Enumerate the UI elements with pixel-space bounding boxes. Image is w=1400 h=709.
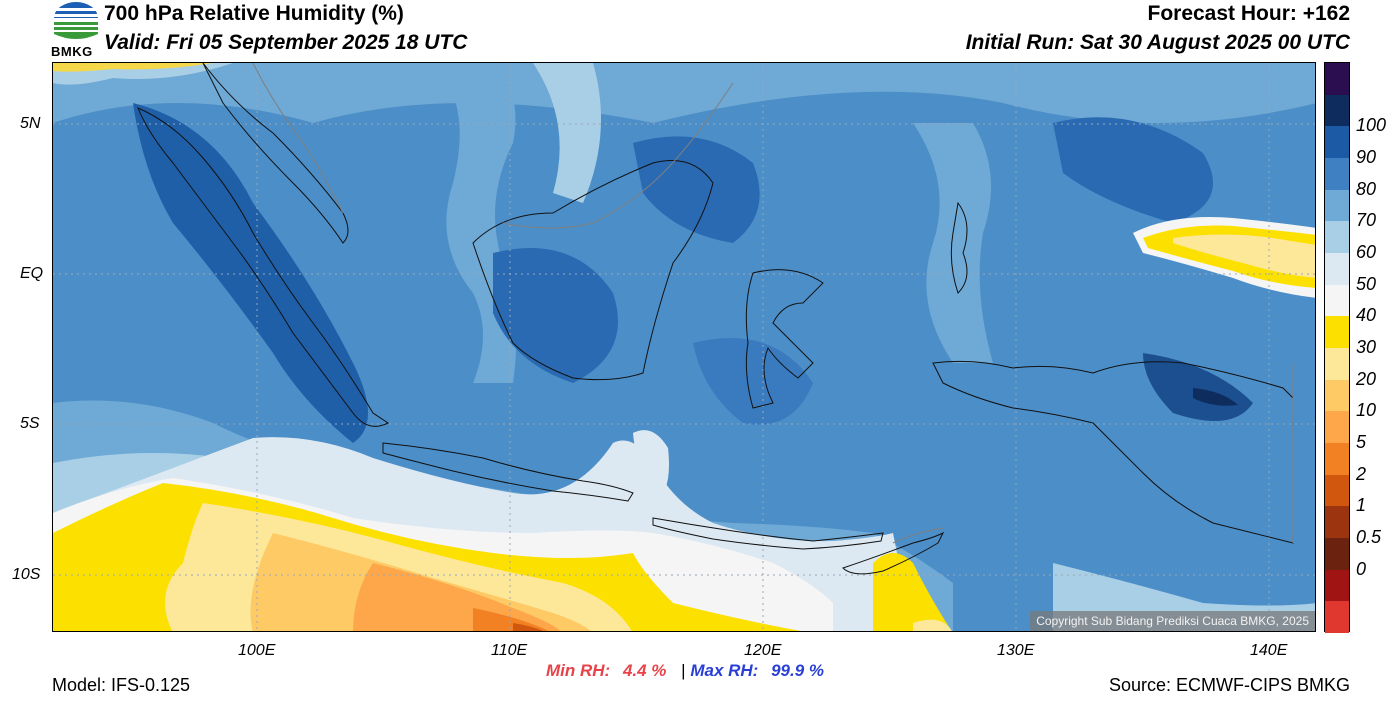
lat-label-10s: 10S [12,566,41,583]
lon-label-140e: 140E [1250,642,1288,659]
colorbar-segment [1325,601,1349,634]
min-max-line: Min RH: 4.4 % | Max RH: 99.9 % [546,661,824,681]
graticule [53,63,1315,631]
lat-label-eq: EQ [20,265,44,282]
lon-label-100e: 100E [238,642,276,659]
max-rh-value: 99.9 % [771,661,825,680]
colorbar-segment [1325,284,1349,317]
field-light-band-2 [533,63,601,203]
coastlines [137,63,1294,575]
colorbar-tick-label: 10 [1356,400,1377,421]
colorbar-segment [1325,379,1349,412]
humidity-field [53,63,1315,631]
colorbar-segment [1325,316,1349,349]
colorbar-tick-label: 30 [1356,337,1377,357]
malay-peninsula-coast [202,63,349,244]
lon-label-130e: 130E [997,642,1035,659]
min-rh-value: 4.4 % [622,661,667,680]
colorbar-segment [1325,221,1349,254]
sulawesi-coast [745,269,824,409]
field-brown-south [513,623,544,631]
lat-label-5n: 5N [20,115,41,132]
lon-label-110e: 110E [491,642,528,659]
border-malaysia-thailand [252,63,344,214]
colorbar-tick-label: 2 [1356,463,1367,484]
forecast-hour: Forecast Hour: +162 [1147,2,1351,25]
colorbar-tick-label: 5 [1356,432,1367,452]
colorbar-tick-label: 70 [1356,210,1377,231]
lat-label-5s: 5S [20,415,40,432]
java-coast [382,442,634,502]
field-yellow-timor [873,553,952,631]
lon-label-120e: 120E [744,642,782,659]
copyright-notice: Copyright Sub Bidang Prediksi Cuaca BMKG… [1030,611,1315,631]
field-dark-pacific [1053,117,1213,223]
halmahera-coast [950,201,968,294]
papua-coast [932,360,1294,544]
logo-text: BMKG [51,44,93,59]
source-label: Source: ECMWF-CIPS BMKG [1108,675,1350,695]
colorbar-tick-label: 0.5 [1356,527,1382,547]
field-dark-borneo-north [633,136,760,243]
min-rh-label: Min RH: [546,661,611,680]
colorbar-tick-label: 0 [1356,558,1367,579]
colorbar-tick-label: 50 [1356,273,1377,294]
bmkg-logo: BMKG [50,0,102,62]
sumatra-coast [137,107,389,427]
field-light-north [53,63,1315,123]
field-darkorange-south [473,608,549,631]
colorbar-segment [1325,158,1349,191]
field-nw-dry [53,63,213,72]
humidity-map: Copyright Sub Bidang Prediksi Cuaca BMKG… [52,62,1316,632]
min-max-separator: | [681,661,686,680]
colorbar-tick-label: 100 [1356,115,1387,136]
colorbar-segment [1325,348,1349,381]
colorbar-segment [1325,94,1349,127]
valid-time: Valid: Fri 05 September 2025 18 UTC [104,31,468,54]
colorbar-segment [1325,538,1349,571]
field-mid-sulawesi [693,338,813,425]
colorbar [1324,62,1350,634]
field-deep-orange-south [353,563,561,631]
borders [252,63,1294,544]
colorbar-tick-label: 40 [1356,305,1377,326]
colorbar-segment [1325,443,1349,476]
colorbar-segment [1325,506,1349,539]
border-timor [892,527,944,544]
initial-run: Initial Run: Sat 30 August 2025 00 UTC [965,31,1350,54]
field-pale-bali [633,430,669,503]
field-lightorange-timor [913,619,952,631]
colorbar-tick-label: 1 [1356,495,1367,516]
colorbar-segment [1325,569,1349,602]
colorbar-tick-label: 20 [1356,368,1377,389]
colorbar-tick-label: 60 [1356,242,1377,262]
colorbar-segment [1325,63,1349,96]
colorbar-segment [1325,253,1349,286]
field-light-band-3 [913,123,993,363]
colorbar-tick-label: 80 [1356,178,1377,199]
colorbar-segment [1325,411,1349,444]
colorbar-segment [1325,126,1349,159]
colorbar-tick-label: 90 [1356,147,1377,167]
model-label: Model: IFS-0.125 [52,675,191,695]
colorbar-segment [1325,189,1349,222]
field-lightorange-northeast [1173,234,1315,278]
chart-title: 700 hPa Relative Humidity (%) [104,2,404,25]
max-rh-label: Max RH: [690,661,759,680]
borneo-coast [472,160,714,381]
field-dark-kalimantan [493,248,618,383]
colorbar-segment [1325,474,1349,507]
border-borneo [502,82,734,229]
field-darkest-papua [1193,388,1238,406]
timor-coast [842,531,945,575]
bmkg-logo-emblem [54,2,98,39]
nusa-tenggara-coast [652,517,884,550]
